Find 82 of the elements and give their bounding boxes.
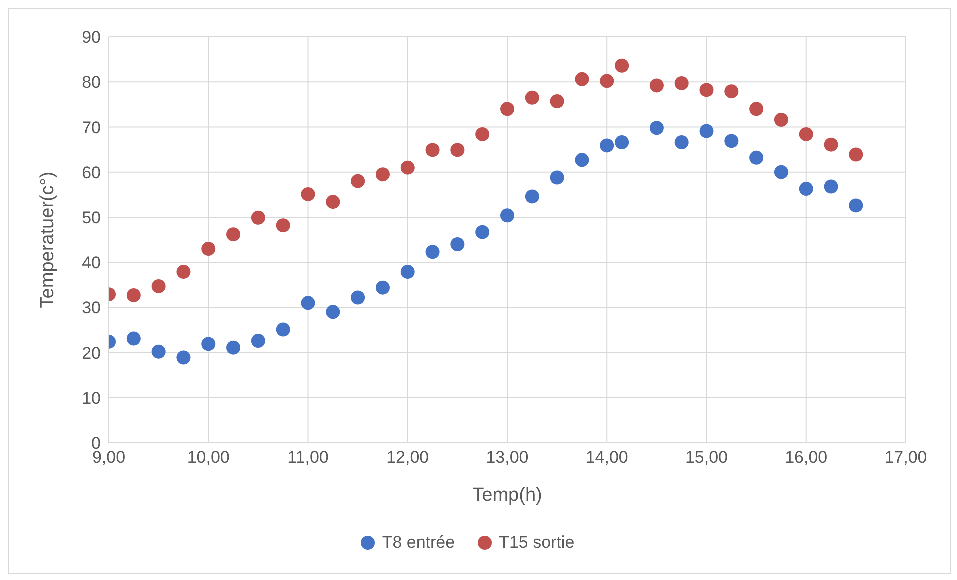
point [849,198,864,213]
point [700,124,714,138]
y-tick-label: 70 [82,118,101,138]
point [450,238,465,252]
point [525,190,540,204]
point [750,150,764,165]
x-axis-title: Temp(h) [472,485,542,506]
point [326,195,340,210]
point [276,322,290,337]
point [575,72,590,86]
point [152,279,166,294]
point [750,102,764,116]
point [476,127,490,142]
point [600,138,614,153]
point [500,208,514,223]
y-tick-label: 50 [82,208,101,228]
point [500,102,514,116]
point [351,174,366,188]
point [176,265,191,280]
y-axis-title: Temperatuer(c°) [38,172,59,308]
x-tick-label: 11,00 [288,448,329,468]
x-tick-label: 10,00 [187,448,230,468]
x-tick-label: 9,00 [92,448,126,468]
y-tick-label: 80 [82,73,101,92]
legend-label: T8 entrée [382,533,456,553]
point [376,280,390,295]
point [550,94,564,109]
point [799,182,814,196]
point [400,160,415,175]
point [152,344,166,359]
point [724,84,739,99]
x-tick-label: 17,00 [884,448,928,468]
y-tick-label: 90 [82,28,101,48]
point [351,290,366,305]
point [724,134,739,148]
point [176,350,191,365]
point [824,138,838,152]
point [202,337,216,352]
point [426,245,440,260]
point [650,121,664,136]
point [615,136,630,150]
y-tick-label: 20 [82,344,101,363]
point [400,265,415,280]
point [376,168,390,182]
point [774,165,788,180]
point [615,58,630,73]
x-tick-label: 13,00 [486,448,529,468]
point [674,76,689,90]
point [226,340,241,355]
point [650,78,664,93]
point [126,288,141,302]
point [525,90,540,105]
point [849,148,864,162]
point [251,334,266,348]
point [202,242,216,256]
point [126,332,141,346]
point [476,225,490,240]
point [575,153,590,168]
point [301,187,316,202]
point [276,218,290,233]
x-tick-label: 16,00 [785,448,828,468]
point [799,127,814,142]
x-tick-label: 14,00 [586,448,628,468]
point [301,296,316,310]
legend-label: T15 sortie [499,533,575,553]
point [326,305,340,320]
point [550,170,564,185]
x-tick-label: 15,00 [685,448,728,468]
y-tick-label: 10 [82,388,101,408]
point [426,143,440,158]
point [700,83,714,98]
point [674,136,689,150]
point [600,74,614,88]
y-tick-label: 60 [82,163,101,182]
x-tick-label: 12,00 [386,448,430,468]
point [450,143,465,158]
y-tick-label: 40 [82,254,101,273]
point [824,180,838,194]
y-tick-label: 30 [82,298,101,318]
point [774,113,788,128]
point [251,210,266,225]
point [226,228,241,242]
